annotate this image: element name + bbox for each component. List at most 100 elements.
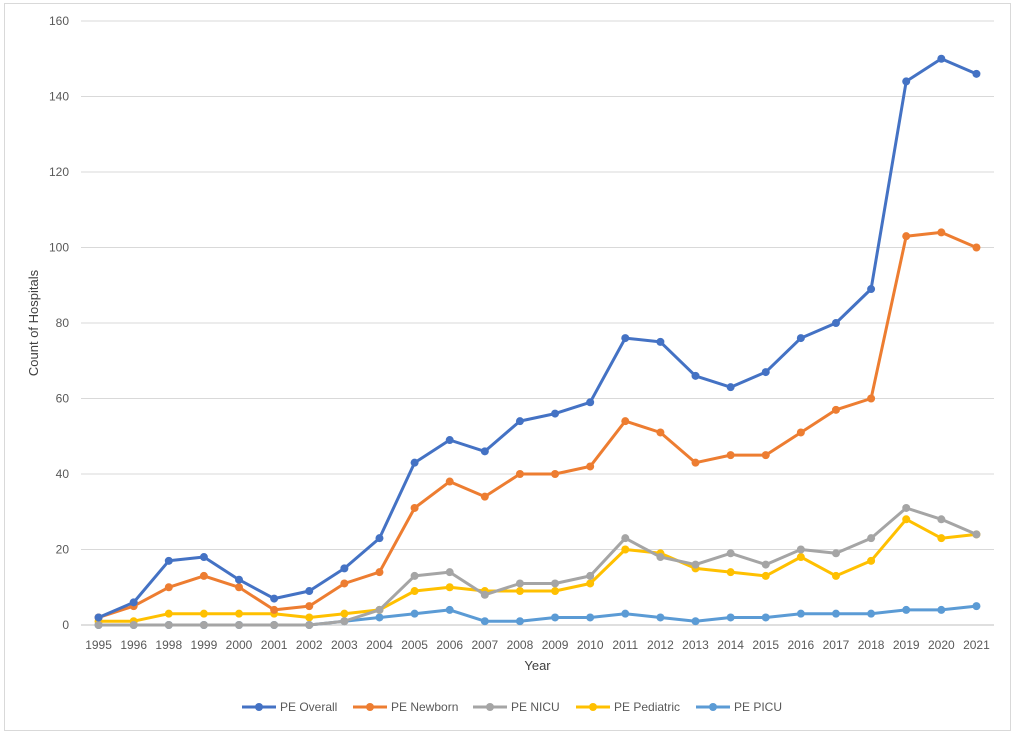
series-pe-pediatric [94, 515, 981, 626]
data-point [515, 417, 524, 426]
data-point [937, 228, 946, 237]
x-tick-label: 2016 [788, 638, 815, 652]
data-point [691, 371, 700, 380]
data-point [235, 583, 244, 592]
data-point [199, 571, 208, 580]
x-tick-label: 1999 [191, 638, 218, 652]
series-pe-overall [94, 54, 981, 622]
data-point [199, 609, 208, 618]
data-point [586, 579, 595, 588]
x-tick-label: 1996 [120, 638, 147, 652]
data-point [199, 553, 208, 562]
data-point [410, 458, 419, 467]
legend-marker [255, 703, 263, 711]
series-pe-newborn [94, 228, 981, 622]
data-point [340, 579, 349, 588]
data-point [726, 568, 735, 577]
data-point [796, 609, 805, 618]
data-point [410, 609, 419, 618]
data-point [621, 545, 630, 554]
x-tick-label: 1995 [85, 638, 112, 652]
data-point [796, 334, 805, 343]
data-point [480, 447, 489, 456]
y-tick-label: 60 [56, 392, 70, 406]
legend-marker [589, 703, 597, 711]
data-point [761, 368, 770, 377]
data-point [972, 243, 981, 252]
legend: PE Overall PE Newborn PE NICU PE Pediatric P… [242, 700, 782, 714]
data-point [831, 405, 840, 414]
data-point [305, 621, 314, 629]
data-point [902, 515, 911, 524]
data-point [796, 545, 805, 554]
x-tick-label: 2005 [401, 638, 428, 652]
data-point [972, 602, 981, 611]
data-point [551, 613, 560, 622]
data-point [305, 602, 314, 611]
data-point [515, 470, 524, 478]
x-tick-label: 2012 [647, 638, 674, 652]
data-point [340, 617, 349, 626]
data-point [164, 556, 173, 565]
x-tick-label: 2004 [366, 638, 393, 652]
data-point [831, 609, 840, 618]
data-point [270, 594, 279, 603]
data-point [375, 568, 384, 577]
data-point [831, 571, 840, 580]
data-point [867, 609, 876, 618]
data-point [937, 534, 946, 543]
legend-marker [486, 703, 494, 711]
data-point [410, 587, 419, 596]
data-point [761, 560, 770, 569]
data-point [726, 451, 735, 460]
data-point [94, 613, 103, 622]
data-point [621, 609, 630, 618]
data-point [551, 470, 560, 478]
data-point [586, 462, 595, 471]
data-point [621, 534, 630, 543]
data-point [761, 613, 770, 622]
y-tick-label: 100 [49, 241, 69, 255]
data-point [235, 575, 244, 584]
data-point [621, 417, 630, 426]
data-point [656, 337, 665, 346]
data-point [867, 534, 876, 543]
data-point [937, 605, 946, 614]
data-point [515, 579, 524, 588]
series-pe-nicu [94, 503, 981, 629]
data-point [129, 598, 138, 607]
data-point [867, 556, 876, 565]
legend-marker [366, 703, 374, 711]
y-axis-title: Count of Hospitals [26, 269, 41, 376]
data-point [445, 477, 454, 486]
legend-item: PE PICU [696, 700, 782, 714]
data-point [867, 285, 876, 294]
gridlines [81, 20, 994, 626]
x-tick-label: 2001 [261, 638, 288, 652]
data-point [515, 587, 524, 596]
x-tick-label: 2019 [893, 638, 920, 652]
y-tick-label: 160 [49, 14, 69, 28]
data-point [480, 590, 489, 599]
data-point [199, 621, 208, 629]
y-tick-labels: 0 20 40 60 80 100 120 140 160 [49, 14, 69, 632]
data-point [235, 621, 244, 629]
legend-label: PE Pediatric [614, 700, 680, 714]
data-point [902, 503, 911, 512]
x-tick-label: 2015 [752, 638, 779, 652]
data-point [445, 568, 454, 577]
data-point [375, 605, 384, 614]
data-point [937, 515, 946, 524]
legend-label: PE Newborn [391, 700, 458, 714]
data-point [726, 613, 735, 622]
data-point [902, 605, 911, 614]
data-point [691, 560, 700, 569]
data-point [305, 587, 314, 596]
legend-label: PE PICU [734, 700, 782, 714]
data-point [445, 605, 454, 614]
y-tick-label: 0 [62, 618, 69, 632]
data-point [831, 549, 840, 558]
x-tick-label: 2018 [858, 638, 885, 652]
data-point [586, 571, 595, 580]
